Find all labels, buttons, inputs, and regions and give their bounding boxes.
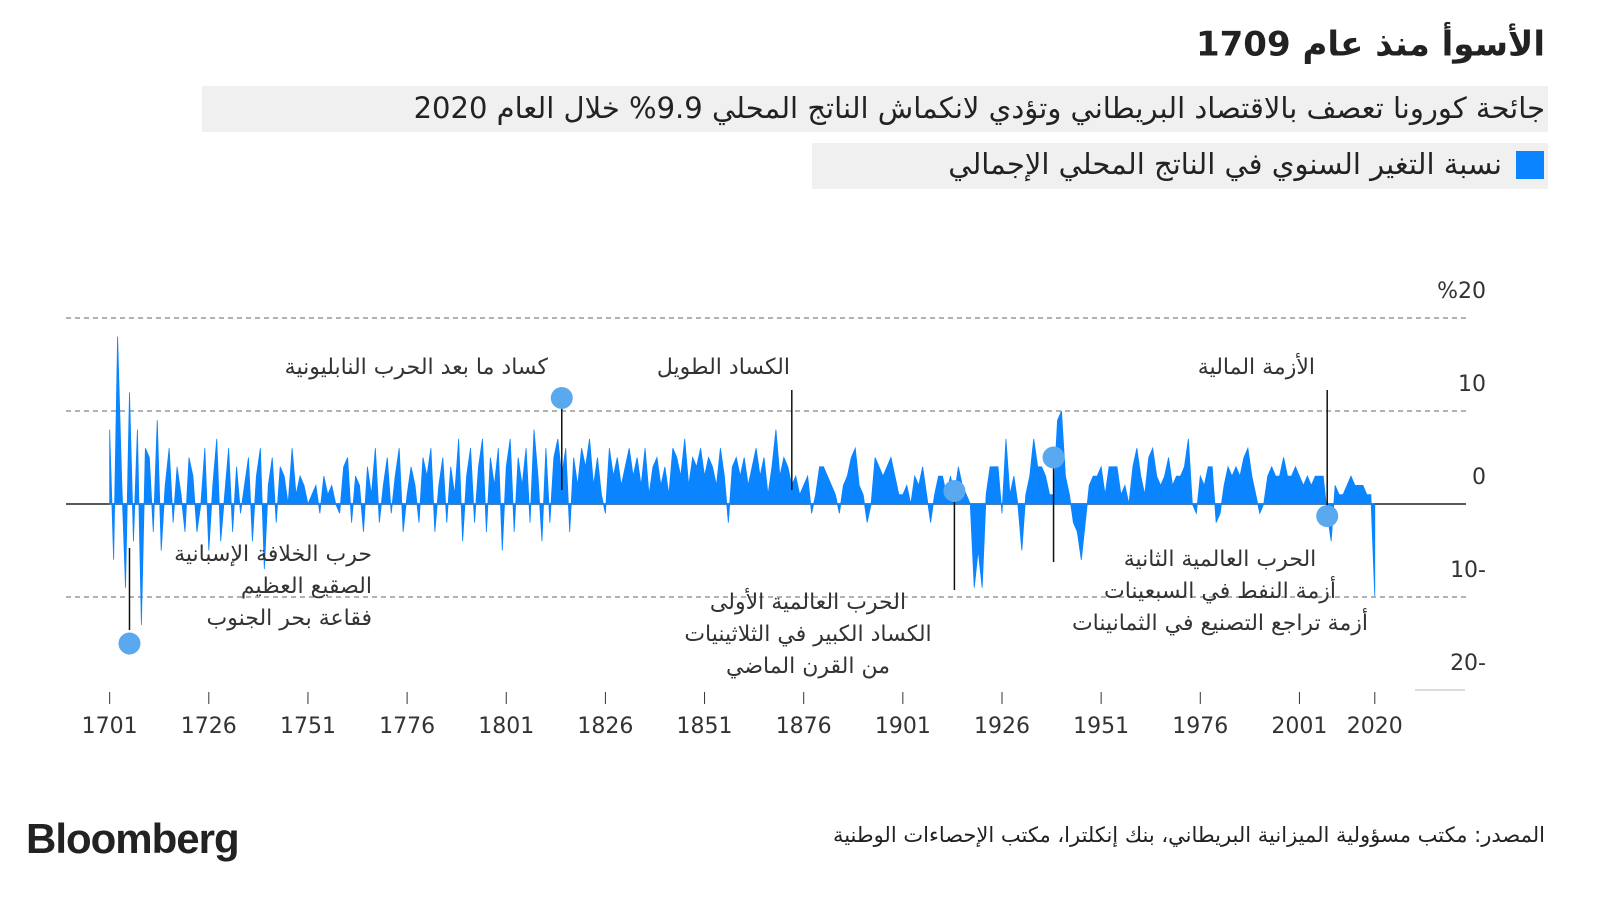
x-tick-label: 2020 [1347,714,1403,739]
x-tick-label: 1876 [776,714,832,739]
x-tick-label: 1976 [1172,714,1228,739]
brand: Bloomberg [26,815,239,862]
x-tick-label: 1851 [677,714,733,739]
x-tick-label: 1801 [478,714,534,739]
source: المصدر: مكتب مسؤولية الميزانية البريطاني… [833,823,1545,848]
annotation-text: الحرب العالمية الثانية [1124,547,1317,572]
annotation-dot [550,386,573,409]
annotation-text: حرب الخلافة الإسبانية [174,542,372,567]
x-tick-label: 1751 [280,714,336,739]
x-tick-label: 1951 [1073,714,1129,739]
annotation-text: الحرب العالمية الأولى [710,588,906,615]
chart-title: الأسوأ منذ عام 1709 [1196,22,1545,65]
annotation-dot [118,632,141,655]
y-tick-label: 10 [1458,372,1486,397]
annotation-text: الأزمة المالية [1198,353,1315,380]
annotation-text: أزمة النفط في السبعينات [1104,576,1336,604]
legend-swatch [1516,151,1544,179]
annotation-text: فقاعة بحر الجنوب [207,606,372,631]
annotation-text: الكساد الكبير في الثلاثينيات [684,622,931,647]
x-tick-label: 1826 [577,714,633,739]
chart-subtitle: جائحة كورونا تعصف بالاقتصاد البريطاني وت… [414,91,1545,126]
legend-label: نسبة التغير السنوي في الناتج المحلي الإج… [948,147,1502,182]
x-tick-label: 1701 [82,714,138,739]
x-tick-label: 1926 [974,714,1030,739]
subtitle-bg [202,86,1548,132]
legend-bg [812,143,1548,189]
annotation-text: كساد ما بعد الحرب النابليونية [285,355,549,380]
x-tick-label: 2001 [1271,714,1327,739]
annotation-text: من القرن الماضي [726,654,890,679]
annotation-text: أزمة تراجع التصنيع في الثمانينات [1072,608,1368,636]
y-tick-label: %20 [1437,279,1486,304]
annotation-dot [1316,505,1339,528]
y-tick-label: 20- [1450,651,1486,676]
x-tick-label: 1726 [181,714,237,739]
annotation-dot [1042,446,1065,469]
x-tick-label: 1901 [875,714,931,739]
area [109,336,1376,625]
annotation-dot [943,479,966,502]
annotation-text: الصقيع العظيم [241,574,372,599]
y-tick-label: 0 [1472,465,1486,490]
annotation-text: الكساد الطويل [657,355,790,380]
x-tick-label: 1776 [379,714,435,739]
y-tick-label: 10- [1450,558,1486,583]
